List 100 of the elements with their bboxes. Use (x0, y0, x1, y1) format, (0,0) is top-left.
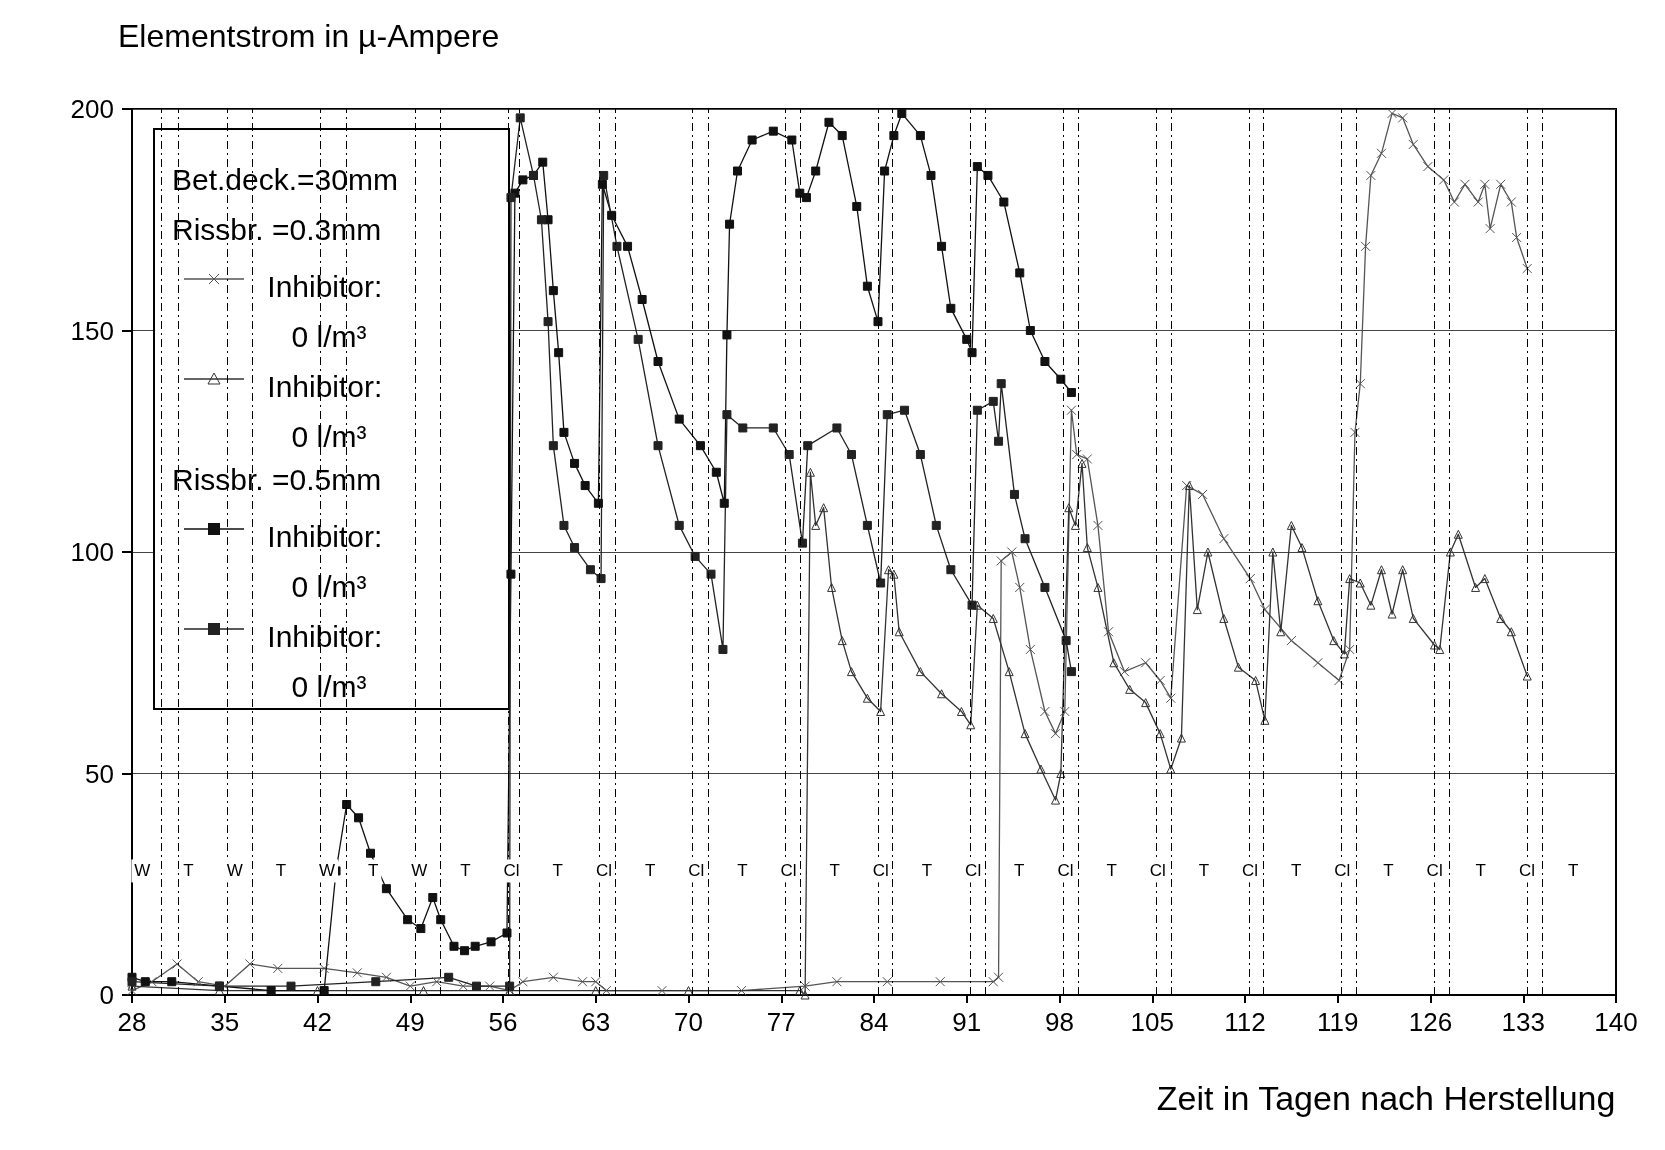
point (1066, 667, 1076, 677)
x-tick-label: 133 (1501, 1007, 1545, 1037)
x-tick-label: 140 (1594, 1007, 1638, 1037)
annotation: T (1106, 861, 1117, 881)
y-tick-label: 50 (85, 758, 114, 789)
annotation: T (1567, 861, 1579, 881)
annotation: Cl (1334, 861, 1351, 881)
x-tick-label: 49 (395, 1007, 425, 1037)
point (803, 441, 813, 451)
point (612, 241, 622, 251)
point (718, 644, 728, 654)
annotation: T (460, 861, 471, 881)
point (371, 977, 381, 987)
annotation: T (1014, 861, 1025, 881)
point (706, 569, 716, 579)
annotation: W (226, 861, 243, 881)
annotation: Rissbr. =0.5mm (172, 462, 382, 496)
point (862, 520, 872, 530)
annotation: W (411, 861, 428, 881)
point (722, 410, 732, 420)
point (505, 981, 515, 991)
point (444, 972, 454, 982)
point (570, 543, 580, 553)
x-tick-label: 28 (117, 1007, 147, 1037)
point (946, 565, 956, 575)
point (536, 215, 546, 225)
point (832, 423, 842, 433)
point (472, 981, 481, 991)
point (690, 551, 700, 561)
annotation: T (183, 861, 194, 881)
y-axis-title: Elementstrom in µ-Ampere (118, 18, 500, 54)
point (127, 977, 137, 987)
point (1040, 582, 1050, 592)
x-tick-label: 35 (210, 1007, 240, 1037)
point (286, 981, 296, 991)
point (915, 450, 925, 460)
annotation: T (367, 861, 379, 881)
annotation: T (829, 861, 840, 881)
annotation: T (921, 861, 933, 881)
point (653, 441, 663, 451)
annotation: Cl (595, 861, 612, 881)
x-tick-label: 105 (1130, 1007, 1174, 1037)
annotation: Cl (1149, 861, 1166, 881)
annotation: T (1383, 861, 1394, 881)
point (674, 520, 684, 530)
annotation: Cl (1057, 861, 1074, 881)
y-tick-label: 0 (99, 980, 114, 1010)
x-tick-label: 84 (859, 1007, 889, 1037)
y-tick-label: 150 (70, 315, 114, 346)
x-tick-label: 119 (1317, 1007, 1359, 1037)
annotation: W (134, 861, 151, 881)
legend-label: Inhibitor: 0 l/m³ (267, 619, 391, 703)
y-tick-label: 200 (70, 94, 114, 124)
point (506, 193, 516, 203)
annotation: Cl (780, 861, 797, 881)
point (876, 578, 886, 588)
x-axis-title: Zeit in Tagen nach Herstellung (1156, 1079, 1616, 1117)
point (585, 565, 595, 575)
annotation: T (1291, 861, 1302, 881)
x-tick-label: 126 (1408, 1007, 1453, 1037)
point (994, 436, 1004, 446)
annotation: W (318, 861, 336, 881)
point (899, 405, 909, 415)
y-tick-label: 100 (70, 537, 114, 567)
annotation: Cl (503, 861, 520, 881)
x-tick-label: 91 (952, 1007, 982, 1037)
annotation: Cl (1426, 861, 1443, 881)
x-tick-label: 56 (488, 1007, 518, 1037)
point (548, 441, 558, 451)
annotation: Cl (1242, 861, 1259, 881)
point (882, 410, 892, 420)
point (972, 405, 982, 415)
annotation: Cl (688, 861, 705, 881)
x-tick-label: 63 (581, 1007, 611, 1037)
point (596, 574, 606, 584)
point (559, 520, 569, 530)
point (784, 450, 794, 460)
x-tick-label: 70 (674, 1007, 703, 1037)
point (599, 170, 609, 180)
legend-label: Inhibitor: 0 l/m³ (267, 519, 391, 603)
point (515, 113, 525, 123)
x-tick-label: 112 (1224, 1007, 1266, 1037)
point (738, 423, 748, 433)
x-tick-label: 98 (1045, 1007, 1074, 1037)
point (633, 334, 643, 344)
point (543, 317, 553, 327)
annotation: T (1475, 861, 1486, 881)
annotation: T (644, 861, 656, 881)
annotation: T (1198, 861, 1210, 881)
point (988, 396, 998, 406)
point (768, 423, 778, 433)
point (967, 600, 977, 610)
point (996, 379, 1006, 389)
annotation: Cl (872, 861, 889, 881)
annotation: T (552, 861, 563, 881)
legend-title: Bet.deck.=30mm (172, 162, 398, 196)
annotation: Cl (965, 861, 982, 881)
annotation: T (275, 861, 287, 881)
point (931, 520, 941, 530)
x-tick-label: 77 (766, 1007, 796, 1037)
